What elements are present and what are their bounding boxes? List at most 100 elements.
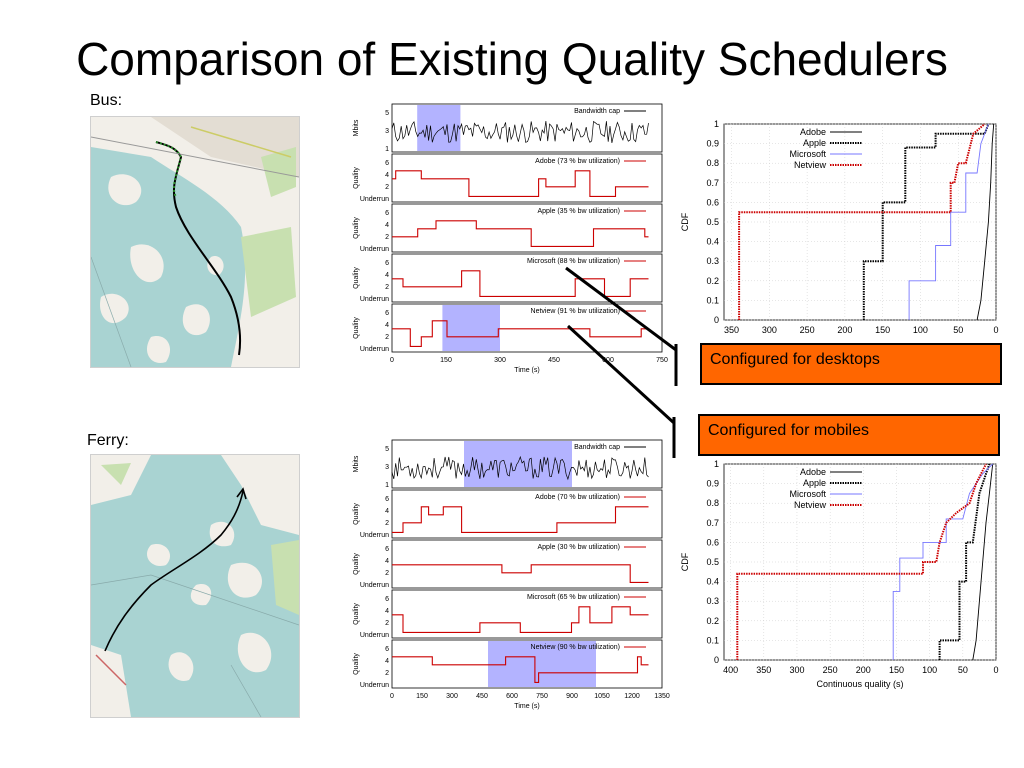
panel-legend: Apple (35 % bw utilization) — [538, 208, 621, 215]
panel-ylabel: Mbits — [353, 119, 360, 136]
panel-ytick: 6 — [385, 160, 389, 167]
panel-legend: Microsoft (88 % bw utilization) — [527, 258, 620, 265]
x-tick-label: 150 — [416, 693, 428, 700]
x-tick-label: 250 — [823, 665, 838, 675]
slide-title: Comparison of Existing Quality Scheduler… — [76, 33, 948, 85]
x-tick-label: 350 — [724, 325, 739, 335]
panel-ytick: 2 — [385, 334, 389, 341]
x-tick-label: 100 — [913, 325, 928, 335]
x-tick-label: 50 — [953, 325, 963, 335]
y-tick-label: 0.1 — [706, 635, 719, 645]
y-tick-label: 0.7 — [706, 518, 719, 528]
cdf-series-apple — [938, 463, 991, 660]
panel-ytick: 6 — [385, 546, 389, 553]
cdf-series-netview — [738, 123, 986, 320]
series-line — [392, 656, 649, 683]
x-tick-label: 1200 — [624, 693, 640, 700]
panel-ytick: 4 — [385, 508, 389, 515]
panel-legend: Adobe (70 % bw utilization) — [535, 494, 620, 501]
y-tick-label: 0.2 — [706, 616, 719, 626]
x-tick-label: 1350 — [654, 693, 670, 700]
panel-ytick: Underrun — [360, 532, 389, 539]
y-tick-label: 0.9 — [706, 139, 719, 149]
panel-ytick: Underrun — [360, 246, 389, 253]
legend-label: Microsoft — [789, 489, 826, 499]
x-tick-label: 900 — [566, 693, 578, 700]
panel-ylabel: Quality — [353, 317, 360, 339]
panel-legend: Bandwidth cap — [574, 108, 620, 115]
series-line — [391, 120, 649, 143]
panel-ytick: Underrun — [360, 196, 389, 203]
bus-route-map — [90, 116, 300, 368]
ferry-cdf-chart: 0 0.1 0.2 0.3 0.4 0.5 0.6 0.7 0.8 0.9 1 400 350 300 25… — [672, 456, 1007, 696]
x-tick-label: 600 — [506, 693, 518, 700]
panel-ytick: 6 — [385, 260, 389, 267]
cdf-series-adobe — [976, 123, 995, 321]
panel-frame — [391, 639, 663, 689]
series-line — [392, 506, 649, 533]
y-tick-label: 0.8 — [706, 158, 719, 168]
cdf-series-apple — [862, 123, 990, 320]
y-tick-label: 0.5 — [706, 217, 719, 227]
panel-ytick: 4 — [385, 558, 389, 565]
y-tick-label: 0.8 — [706, 498, 719, 508]
panel-ytick: Underrun — [360, 346, 389, 353]
x-tick-label: 0 — [390, 357, 394, 364]
panel-ylabel: Quality — [353, 167, 360, 189]
panel-ytick: Underrun — [360, 296, 389, 303]
panel-ylabel: Quality — [353, 217, 360, 239]
legend-label: Netview — [794, 500, 827, 510]
y-tick-label: 0.3 — [706, 596, 719, 606]
panel-legend: Apple (30 % bw utilization) — [538, 544, 621, 551]
panel-ytick: Underrun — [360, 682, 389, 689]
panel-ylabel: Quality — [353, 503, 360, 525]
panel-ytick: 6 — [385, 310, 389, 317]
panel-ytick: 2 — [385, 284, 389, 291]
x-tick-label: 350 — [756, 665, 771, 675]
series-line — [392, 564, 649, 583]
panel-ytick: 2 — [385, 520, 389, 527]
panel-frame — [391, 439, 663, 489]
x-axis-label: Time (s) — [514, 703, 539, 710]
y-tick-label: 0 — [714, 315, 719, 325]
panel-frame — [391, 489, 663, 539]
x-axis-label: Continuous quality (s) — [816, 679, 903, 689]
panel-frame — [391, 303, 663, 353]
panel-ytick: 5 — [385, 110, 389, 117]
panel-ytick: 5 — [385, 446, 389, 453]
x-tick-label: 200 — [856, 665, 871, 675]
panel-ytick: Underrun — [360, 582, 389, 589]
x-tick-label: 150 — [889, 665, 904, 675]
x-tick-label: 0 — [993, 325, 998, 335]
series-line — [392, 320, 649, 347]
ferry-route-map — [90, 454, 300, 718]
highlight-region — [442, 305, 500, 351]
legend-label: Apple — [803, 138, 826, 148]
panel-ytick: 2 — [385, 670, 389, 677]
x-tick-label: 250 — [800, 325, 815, 335]
panel-ytick: 2 — [385, 234, 389, 241]
panel-ytick: 6 — [385, 210, 389, 217]
callout-desktops: Configured for desktops — [700, 343, 1002, 385]
x-tick-label: 300 — [762, 325, 777, 335]
series-line — [392, 606, 649, 633]
callout-mobiles: Configured for mobiles — [698, 414, 1000, 456]
cdf-series-microsoft — [892, 463, 994, 660]
legend-label: Apple — [803, 478, 826, 488]
ferry-label: Ferry: — [87, 432, 129, 449]
y-tick-label: 0.4 — [706, 577, 719, 587]
y-tick-label: 0.4 — [706, 237, 719, 247]
y-tick-label: 0.9 — [706, 479, 719, 489]
y-tick-label: 0.3 — [706, 256, 719, 266]
panel-ytick: 2 — [385, 184, 389, 191]
x-tick-label: 50 — [958, 665, 968, 675]
legend-label: Adobe — [800, 127, 826, 137]
y-axis-label: CDF — [680, 212, 690, 231]
legend-label: Netview — [794, 160, 827, 170]
panel-ytick: 3 — [385, 128, 389, 135]
panel-ytick: 2 — [385, 570, 389, 577]
y-tick-label: 0.2 — [706, 276, 719, 286]
panel-ytick: 4 — [385, 608, 389, 615]
panel-frame — [391, 589, 663, 639]
